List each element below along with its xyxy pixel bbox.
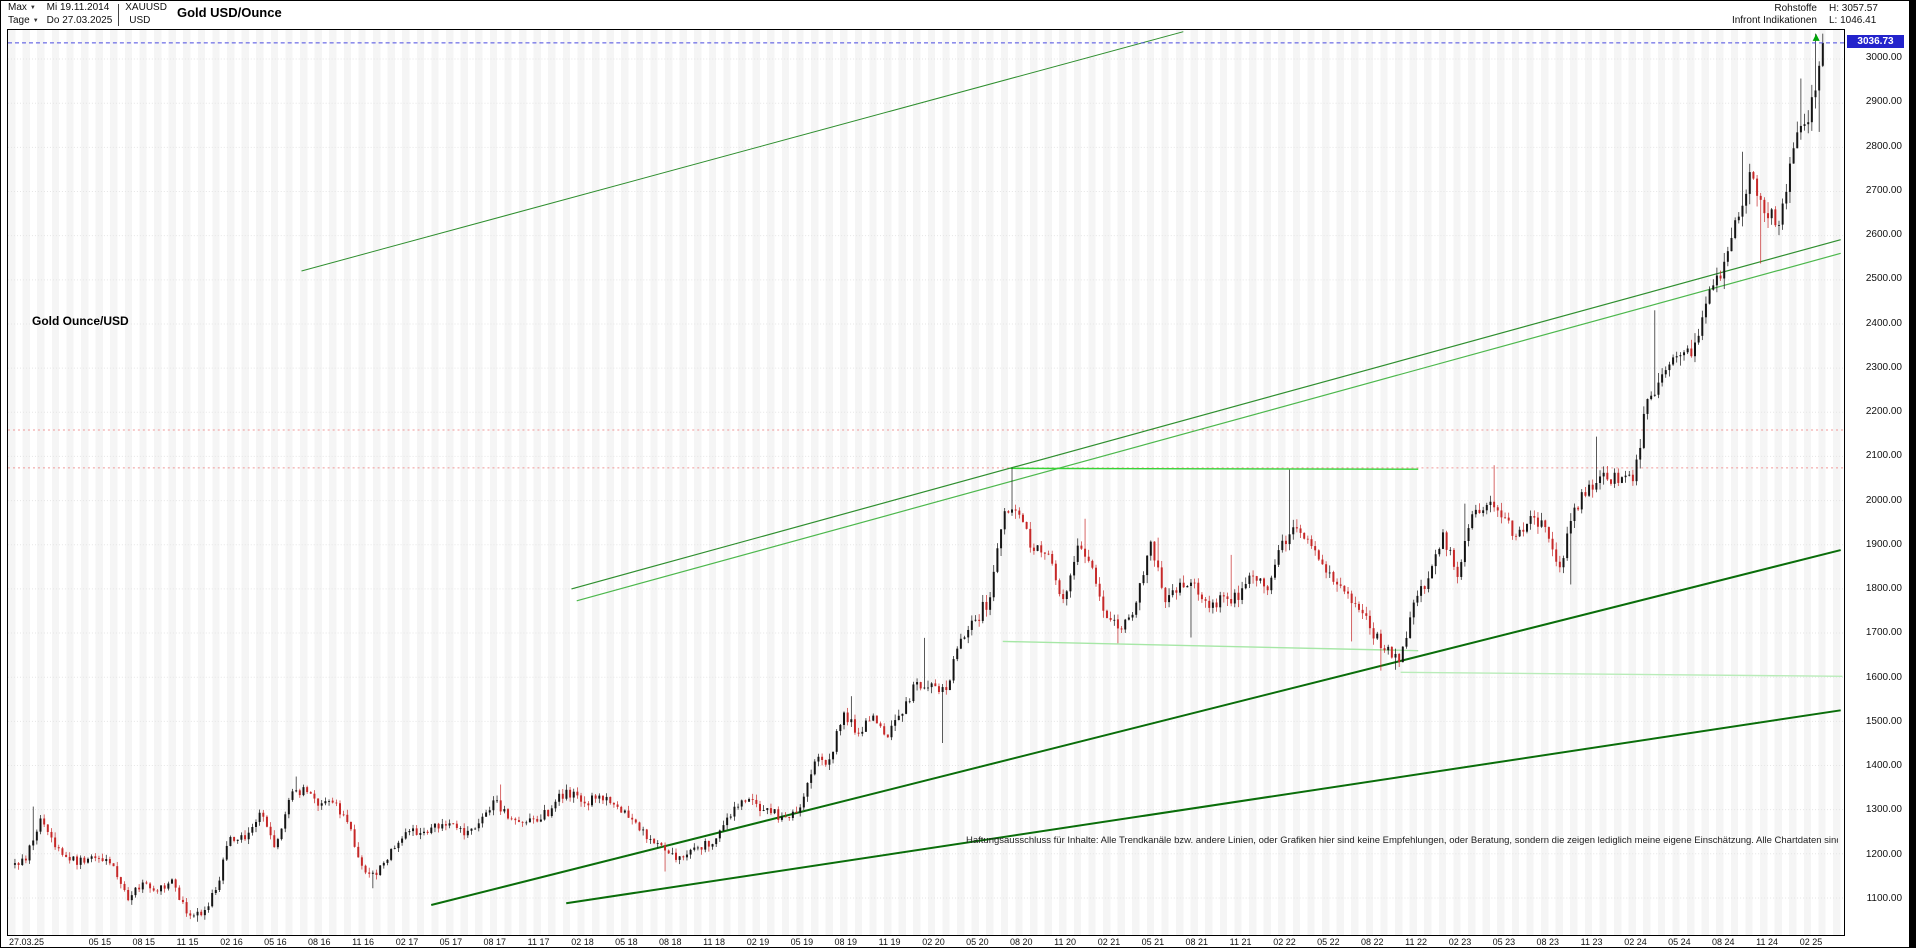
price-axis-label: 2800.00 <box>1865 140 1902 152</box>
candlestick-chart <box>8 31 1844 922</box>
period-high-label: H: 3057.57 <box>1829 3 1878 14</box>
price-axis-label: 1800.00 <box>1865 583 1902 595</box>
grid-layer <box>8 58 1844 899</box>
currency-label: USD <box>129 15 151 26</box>
date-range-column: Mi 19.11.2014 Do 27.03.2025 <box>47 2 113 27</box>
time-axis-first-label: 27.03.25 <box>9 937 45 947</box>
time-axis-label: 05 17 <box>439 937 463 947</box>
time-axis-label: 05 24 <box>1668 937 1691 947</box>
price-axis-label: 2400.00 <box>1865 317 1902 329</box>
end-date-label: Do 27.03.2025 <box>46 15 113 26</box>
range-period-column: Max ▼ Tage ▼ <box>8 2 39 27</box>
price-axis-label: 1300.00 <box>1865 804 1902 816</box>
time-axis-label: 05 20 <box>966 937 989 947</box>
period-dropdown[interactable]: Tage ▼ <box>8 15 39 27</box>
price-axis-label: 1400.00 <box>1865 760 1902 772</box>
time-axis-label: 05 21 <box>1141 937 1165 947</box>
time-axis-label: 11 16 <box>352 937 375 947</box>
period-low-label: L: 1046.41 <box>1829 15 1877 26</box>
last-price-badge: 3036.73 <box>1847 35 1904 49</box>
series-label: Gold Ounce/USD <box>32 314 129 328</box>
time-axis-label: 11 18 <box>703 937 726 947</box>
time-axis-label: 08 24 <box>1711 937 1735 947</box>
header-divider <box>118 4 120 26</box>
header-right-group: Rohstoffe H: 3057.57 Infront Indikatione… <box>1732 3 1895 26</box>
chart-title: Gold USD/Ounce <box>176 5 282 20</box>
time-axis-label: 05 15 <box>88 937 112 947</box>
time-axis-label: 08 15 <box>132 937 155 947</box>
time-axis-label: 11 22 <box>1405 937 1428 947</box>
chart-header: Max ▼ Tage ▼ Mi 19.11.2014 Do 27.03.2025… <box>1 1 1909 29</box>
time-axis-label: 02 17 <box>395 937 419 947</box>
symbol-label: XAUUSD <box>125 2 167 13</box>
price-axis-label: 2600.00 <box>1865 229 1902 241</box>
price-axis-label: 2100.00 <box>1865 450 1902 462</box>
time-axis-label: 02 25 <box>1799 937 1823 947</box>
time-axis-label: 05 16 <box>264 937 287 947</box>
price-axis-label: 1200.00 <box>1865 848 1902 860</box>
candles-layer <box>13 33 1824 922</box>
range-dropdown[interactable]: Max ▼ <box>8 2 39 14</box>
time-axis-label: 08 17 <box>483 937 506 947</box>
disclaimer-text: Haftungsausschluss für Inhalte: Alle Tre… <box>966 835 1838 846</box>
category-label: Rohstoffe <box>1774 3 1817 14</box>
symbol-column: XAUUSD USD <box>125 2 167 27</box>
price-axis-label: 1500.00 <box>1865 715 1902 727</box>
price-axis-label: 1900.00 <box>1865 538 1902 550</box>
time-axis-label: 11 24 <box>1756 937 1779 947</box>
time-axis-label: 02 24 <box>1624 937 1647 947</box>
time-axis-label: 02 18 <box>571 937 594 947</box>
time-axis-label: 11 17 <box>527 937 550 947</box>
time-axis-label: 11 23 <box>1580 937 1603 947</box>
time-axis-label: 11 15 <box>176 937 199 947</box>
time-axis-label: 02 20 <box>922 937 945 947</box>
time-axis-label: 02 22 <box>1273 937 1296 947</box>
caret-down-icon: ▼ <box>32 18 39 24</box>
time-axis-label: 05 18 <box>615 937 638 947</box>
breakout-marker-icon <box>1812 33 1820 41</box>
level-lines-layer <box>8 429 1844 469</box>
chart-canvas[interactable]: Gold Ounce/USD Haftungsausschluss für In… <box>7 29 1845 936</box>
price-axis-label: 2900.00 <box>1865 96 1902 108</box>
time-axis-label: 08 19 <box>834 937 857 947</box>
price-axis-label: 2000.00 <box>1865 494 1902 506</box>
time-axis[interactable]: 27.03.25 05 15 08 15 11 15 02 16 05 16 08 16 11… <box>7 937 1845 947</box>
price-axis[interactable]: 3000.00 2900.00 2800.00 2700.00 2600.00 2500.… <box>1846 29 1909 936</box>
time-axis-label: 08 18 <box>658 937 682 947</box>
trendlines-layer[interactable] <box>301 31 1843 906</box>
time-axis-label: 02 16 <box>220 937 243 947</box>
header-left-group: Max ▼ Tage ▼ Mi 19.11.2014 Do 27.03.2025… <box>8 2 282 27</box>
price-axis-label: 2700.00 <box>1865 184 1902 196</box>
time-axis-label: 05 23 <box>1492 937 1516 947</box>
time-axis-label: 08 21 <box>1185 937 1208 947</box>
time-axis-label: 02 21 <box>1097 937 1121 947</box>
price-axis-label: 2500.00 <box>1865 273 1902 285</box>
price-axis-label: 1600.00 <box>1865 671 1902 683</box>
time-axis-label: 11 21 <box>1229 937 1252 947</box>
time-axis-label: 05 22 <box>1317 937 1340 947</box>
source-label: Infront Indikationen <box>1731 15 1817 26</box>
window-right-border <box>1909 1 1915 947</box>
range-dropdown-label: Max <box>8 2 27 13</box>
price-axis-label: 1700.00 <box>1865 627 1902 639</box>
time-axis-label: 08 20 <box>1009 937 1033 947</box>
price-axis-label: 2300.00 <box>1865 361 1902 373</box>
price-axis-label: 3000.00 <box>1865 52 1902 64</box>
start-date-label: Mi 19.11.2014 <box>46 2 110 13</box>
caret-down-icon: ▼ <box>29 5 36 11</box>
time-axis-label: 08 22 <box>1360 937 1384 947</box>
price-axis-label: 2200.00 <box>1865 406 1902 418</box>
time-axis-label: 08 16 <box>307 937 331 947</box>
time-axis-label: 02 23 <box>1448 937 1472 947</box>
time-axis-label: 05 19 <box>790 937 814 947</box>
overlay-layer <box>8 33 1844 44</box>
time-axis-label: 02 19 <box>746 937 770 947</box>
period-dropdown-label: Tage <box>8 15 30 26</box>
time-axis-label: 11 20 <box>1054 937 1077 947</box>
time-axis-label: 08 23 <box>1536 937 1559 947</box>
time-axis-label: 11 19 <box>878 937 901 947</box>
price-axis-label: 1100.00 <box>1866 892 1902 904</box>
